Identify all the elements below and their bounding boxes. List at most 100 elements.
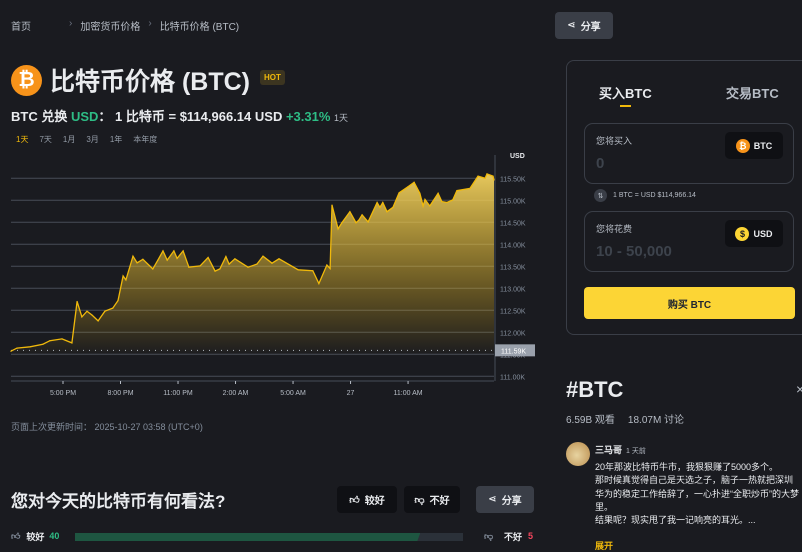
- range-1y[interactable]: 1年: [109, 135, 123, 144]
- data-point: [355, 222, 357, 224]
- data-point: [361, 214, 363, 216]
- vote-bad-button[interactable]: 👎︎ 不好: [404, 486, 460, 513]
- data-point: [97, 320, 99, 322]
- breadcrumb-home[interactable]: 首页: [11, 22, 31, 33]
- post-author[interactable]: 三马哥: [595, 445, 623, 455]
- price-chart[interactable]: 115.50K 115.00K 114.50K 114.00K 113.50K 113.0…: [0, 145, 545, 405]
- data-point: [219, 268, 221, 270]
- good-result-label: 较好: [26, 531, 45, 542]
- data-point: [228, 263, 230, 265]
- spend-input[interactable]: 10 - 50,000: [596, 243, 672, 260]
- range-tabs: 1天 7天 1月 3月 1年 本年度: [16, 134, 157, 145]
- data-point: [382, 201, 384, 204]
- data-point: [392, 206, 394, 208]
- swap-icon[interactable]: ⇅: [594, 189, 607, 202]
- close-icon[interactable]: ×: [796, 381, 802, 397]
- share-sentiment-button[interactable]: ⋖ 分享: [476, 486, 534, 513]
- range-1m[interactable]: 1月: [62, 135, 76, 144]
- tab-trade[interactable]: 交易BTC: [726, 86, 779, 101]
- data-point: [152, 268, 154, 270]
- y-tick-label: 111.00K: [500, 374, 525, 381]
- thumbs-up-icon: 👍︎: [11, 530, 21, 541]
- vote-good-button[interactable]: 👍︎ 较好: [337, 486, 397, 513]
- views: 6.59B 观看: [566, 415, 615, 426]
- bitcoin-icon: ₿: [11, 64, 42, 96]
- x-tick-label: 11:00 AM: [394, 390, 423, 397]
- quote-currency-link[interactable]: USD: [70, 109, 99, 124]
- post-line: 结果呢？现实甩了我一记响亮的耳光。...: [595, 515, 756, 526]
- chevron-right-icon: ›: [69, 18, 73, 29]
- data-point: [225, 256, 227, 258]
- community-tag[interactable]: #BTC: [566, 377, 624, 402]
- range-3m[interactable]: 3月: [86, 135, 99, 144]
- good-count: 40: [49, 531, 60, 541]
- conversion-text: 1 BTC = USD $114,966.14: [613, 192, 696, 199]
- expand-link[interactable]: 展开: [595, 541, 614, 551]
- last-updated: 页面上次更新时间： 2025-10-27 03:58 (UTC+0): [11, 422, 203, 432]
- y-tick-label: 115.50K: [500, 176, 526, 183]
- sentiment-bar: [75, 533, 463, 541]
- share-label: 分享: [501, 496, 522, 507]
- buy-button[interactable]: 购买 BTC: [584, 287, 795, 319]
- receive-input[interactable]: 0: [596, 155, 605, 172]
- range-1d[interactable]: 1天: [16, 135, 29, 144]
- thumbs-up-icon: 👍︎: [349, 494, 360, 506]
- data-point: [104, 310, 106, 312]
- thumbs-down-icon: 👎︎: [414, 494, 425, 506]
- spend-field[interactable]: 您将花费 10 - 50,000 $ USD: [584, 211, 794, 272]
- data-point: [262, 255, 264, 257]
- x-tick-label: 27: [347, 390, 355, 397]
- post-time: 1 天前: [626, 448, 646, 455]
- data-point: [112, 307, 114, 309]
- bad-result-label: 不好: [504, 531, 523, 542]
- avatar[interactable]: [566, 442, 590, 466]
- data-point: [456, 190, 458, 192]
- data-point: [441, 201, 443, 203]
- data-point: [29, 346, 31, 348]
- range-ytd[interactable]: 本年度: [133, 135, 158, 144]
- data-point: [469, 187, 471, 190]
- breadcrumb-crypto-prices[interactable]: 加密货币价格: [80, 22, 141, 33]
- data-point: [341, 222, 343, 224]
- data-point: [49, 340, 51, 342]
- receive-field[interactable]: 您将买入 0 ₿ BTC: [584, 123, 794, 184]
- data-point: [452, 199, 454, 201]
- y-tick-label: 112.00K: [500, 330, 526, 337]
- data-point: [278, 258, 280, 260]
- data-point: [234, 258, 236, 260]
- data-point: [486, 173, 488, 175]
- data-point: [71, 342, 73, 344]
- data-point: [419, 192, 421, 194]
- vote-results: 👍︎ 较好 40 👎︎ 不好 5: [11, 528, 551, 544]
- data-point: [214, 270, 216, 272]
- y-tick-label: 115.00K: [500, 198, 526, 205]
- hot-badge: HOT: [259, 69, 285, 85]
- range-7d[interactable]: 7天: [39, 135, 52, 144]
- rate-equation: 1 比特币 = $114,966.14 USD: [111, 109, 286, 124]
- data-point: [16, 347, 18, 349]
- receive-currency: BTC: [753, 140, 773, 151]
- y-axis-label: USD: [510, 153, 525, 160]
- spend-currency-select[interactable]: $ USD: [725, 220, 783, 247]
- bitcoin-icon: ₿: [735, 138, 750, 153]
- data-point: [188, 266, 190, 268]
- data-point: [81, 316, 83, 318]
- data-point: [91, 314, 93, 316]
- data-point: [117, 300, 119, 302]
- tab-buy[interactable]: 买入BTC: [599, 86, 652, 101]
- data-point: [312, 270, 314, 272]
- data-point: [331, 204, 333, 206]
- share-button[interactable]: ⋖ 分享: [555, 12, 613, 39]
- data-point: [199, 265, 201, 267]
- active-tab-indicator: [620, 105, 631, 107]
- data-point: [376, 201, 378, 204]
- data-point: [122, 275, 124, 277]
- y-tick-label: 112.50K: [500, 308, 526, 315]
- y-tick-label: 113.00K: [500, 286, 526, 293]
- receive-currency-select[interactable]: ₿ BTC: [725, 132, 783, 159]
- data-point: [493, 179, 495, 181]
- breadcrumb: 首页 › 加密货币价格 › 比特币价格 (BTC): [11, 18, 239, 33]
- data-point: [398, 192, 400, 194]
- title-text: 比特币价格 (BTC): [50, 68, 250, 96]
- data-point: [271, 262, 273, 264]
